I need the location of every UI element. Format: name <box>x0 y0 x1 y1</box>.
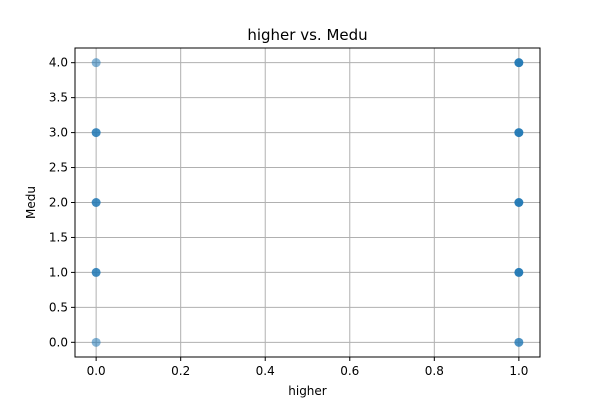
y-tick-label: 4.0 <box>49 56 68 70</box>
y-axis-label: Medu <box>24 186 38 219</box>
axis-ticks: 0.0 0.2 0.4 0.6 0.8 1.0 0.0 0.5 1.0 1.5 2.0 2.5 3.0 3… <box>49 56 529 378</box>
scatter-point <box>514 267 524 277</box>
scatter-point <box>91 267 101 277</box>
scatter-point <box>514 58 524 68</box>
y-tick-label: 0.5 <box>49 300 68 314</box>
x-tick-label: 0.4 <box>256 364 275 378</box>
scatter-point <box>514 198 524 207</box>
data-points <box>91 58 524 347</box>
chart-title: higher vs. Medu <box>247 26 367 44</box>
x-tick-label: 0.6 <box>340 364 359 378</box>
scatter-point <box>91 337 101 347</box>
y-tick-label: 1.0 <box>49 265 68 279</box>
x-axis-label: higher <box>288 384 327 398</box>
y-tick-label: 1.5 <box>49 230 68 244</box>
y-tick-label: 3.0 <box>49 126 68 140</box>
y-tick-label: 2.0 <box>49 196 68 210</box>
scatter-point <box>514 128 524 138</box>
y-tick-label: 3.5 <box>49 91 68 105</box>
x-tick-label: 0.0 <box>87 364 106 378</box>
scatter-point <box>91 198 101 207</box>
x-tick-label: 1.0 <box>509 364 528 378</box>
x-tick-label: 0.2 <box>171 364 190 378</box>
scatter-point <box>91 128 101 138</box>
y-tick-label: 2.5 <box>49 161 68 175</box>
x-tick-label: 0.8 <box>425 364 444 378</box>
scatter-point <box>91 58 101 68</box>
y-tick-label: 0.0 <box>49 335 68 349</box>
scatter-point <box>514 337 524 347</box>
